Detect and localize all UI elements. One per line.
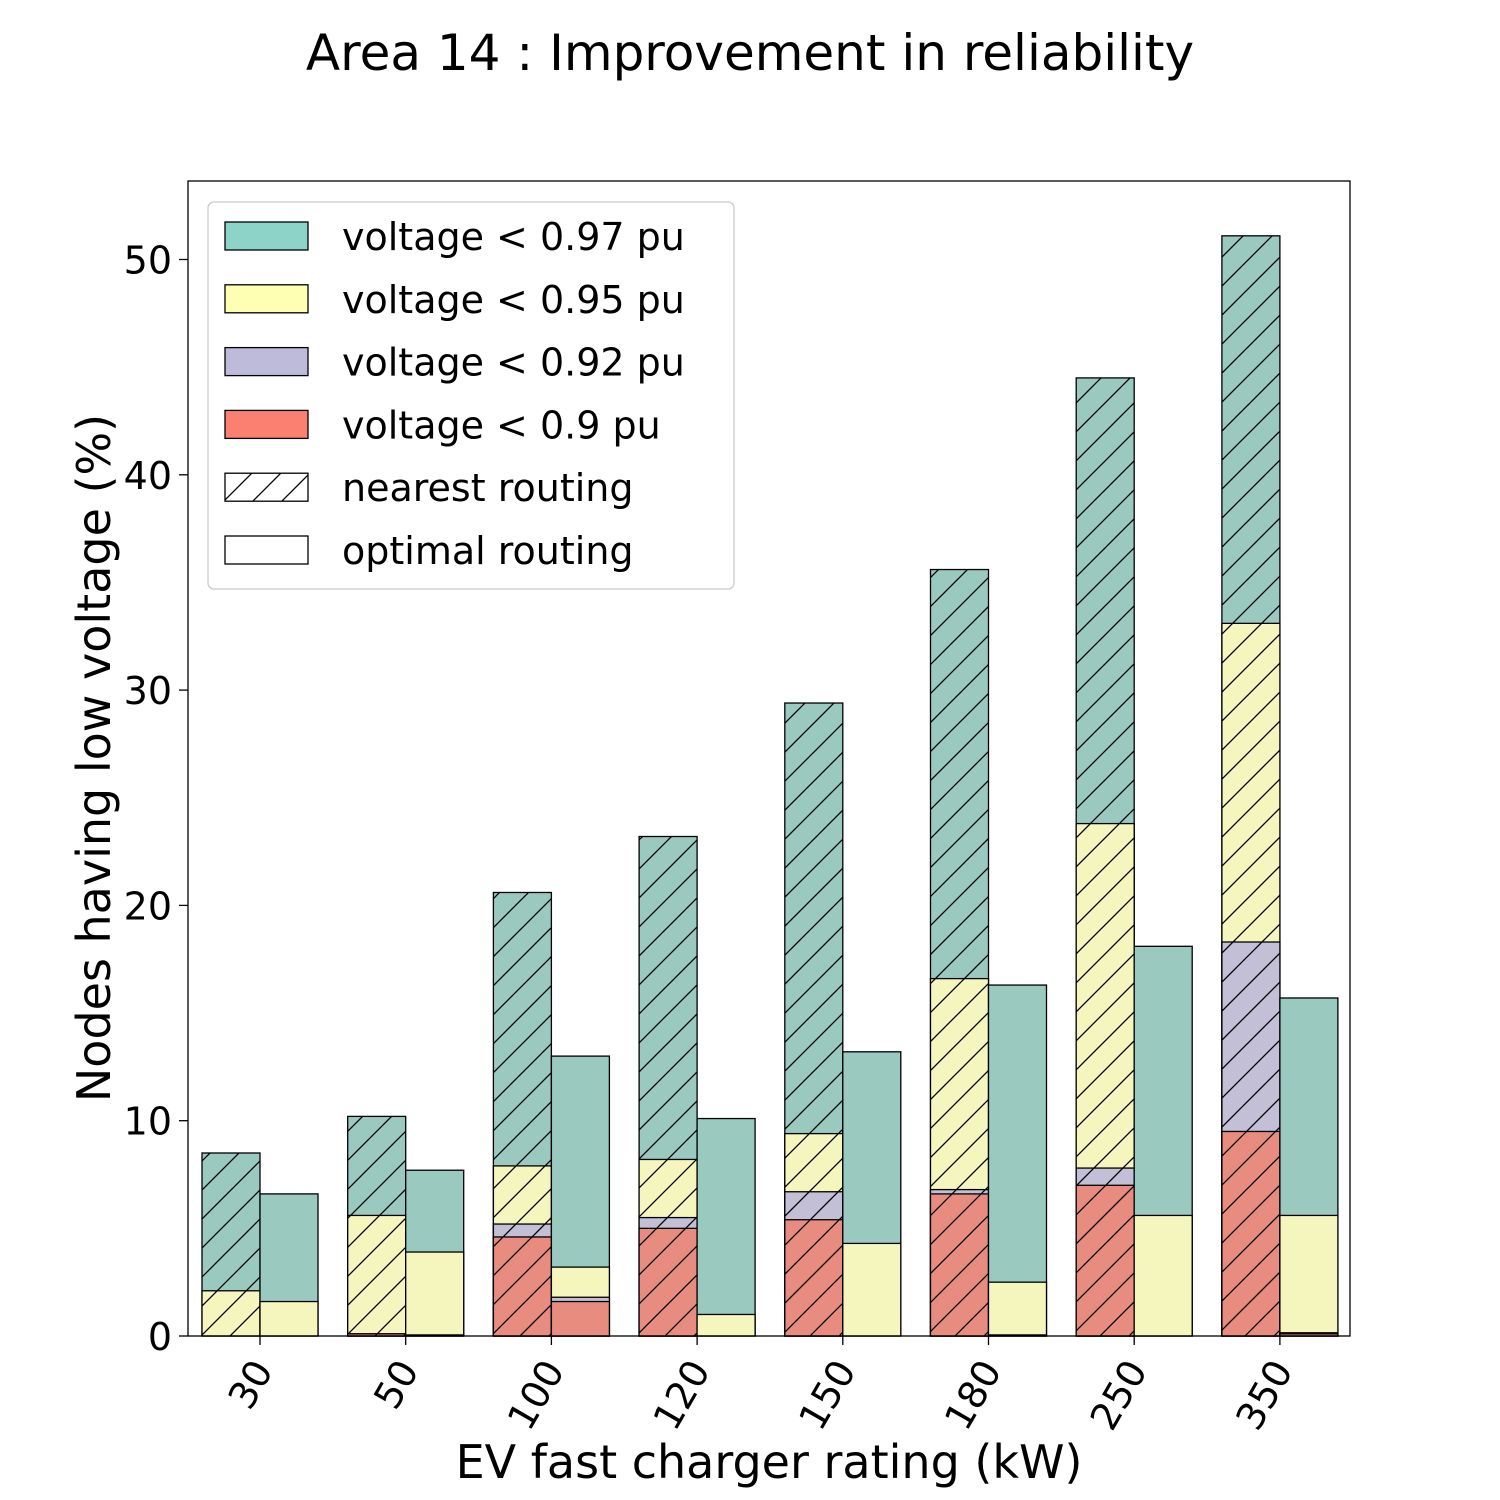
x-tick-label: 180 [936,1353,1010,1438]
legend-swatch [224,535,309,565]
x-tick-label: 100 [499,1353,573,1438]
bar-optimal-v097-120 [696,1117,756,1337]
bars-layer [201,235,1339,1337]
x-tick-label: 250 [1082,1353,1156,1438]
bar-hatch-overlay [784,1219,843,1336]
bar-optimal-v09-100 [550,1300,611,1337]
y-tick-label: 10 [124,1100,172,1144]
y-tick-label: 40 [124,454,172,498]
bar-optimal-v095-350 [1279,1214,1339,1337]
x-axis: 30 50 100 120 150 180 250 350 [220,1336,1302,1437]
bar-hatch-overlay [202,1290,260,1336]
y-tick-label: 30 [124,669,172,713]
bar-optimal-v095-250 [1133,1214,1193,1337]
y-tick-label: 0 [148,1315,172,1359]
bar-optimal-v095-30 [259,1300,319,1337]
bar-hatch-overlay [493,1236,552,1336]
legend-label: nearest routing [342,466,633,510]
bar-hatch-overlay [347,1333,406,1336]
bar-hatch-overlay [1221,1131,1280,1336]
y-axis: 0 10 20 30 40 50 [124,239,188,1359]
bar-optimal-v097-180 [987,984,1048,1337]
legend-label: voltage < 0.9 pu [342,403,661,447]
bar-optimal-v095-120 [696,1313,756,1337]
x-tick-label: 30 [220,1353,282,1417]
plot-frame [187,180,1351,1337]
x-axis-label: EV fast charger rating (kW) [456,1435,1083,1489]
legend-swatch [224,284,309,314]
x-tick-label: 120 [645,1353,719,1438]
bar-optimal-v095-180 [987,1281,1048,1337]
legend-label: voltage < 0.97 pu [342,215,685,259]
legend-frame [207,201,735,590]
bar-hatch-overlay [639,1228,698,1336]
y-tick-label: 50 [124,239,172,283]
legend-swatch [224,346,309,377]
legend-label: voltage < 0.95 pu [342,278,685,322]
legend-hatch-swatch [225,473,308,502]
bar-hatch-overlay [347,1215,406,1336]
legend-swatch [224,409,309,440]
x-tick-label: 50 [365,1353,427,1417]
bar-optimal-v095-50 [405,1251,465,1337]
legend-swatch [224,221,309,251]
legend-label: voltage < 0.92 pu [342,341,685,385]
x-tick-label: 150 [790,1353,864,1438]
bar-hatch-overlay [1076,1185,1135,1336]
bar-hatch-overlay [930,1193,989,1336]
bar-optimal-v095-150 [842,1242,902,1337]
y-tick-label: 20 [124,884,172,928]
legend: voltage < 0.97 pu voltage < 0.95 pu voltag… [207,201,735,590]
y-axis-label: Nodes having low voltage (%) [67,414,121,1102]
x-tick-label: 350 [1227,1353,1301,1438]
chart-title: Area 14 : Improvement in reliability [306,24,1194,82]
legend-label: optimal routing [342,529,634,573]
